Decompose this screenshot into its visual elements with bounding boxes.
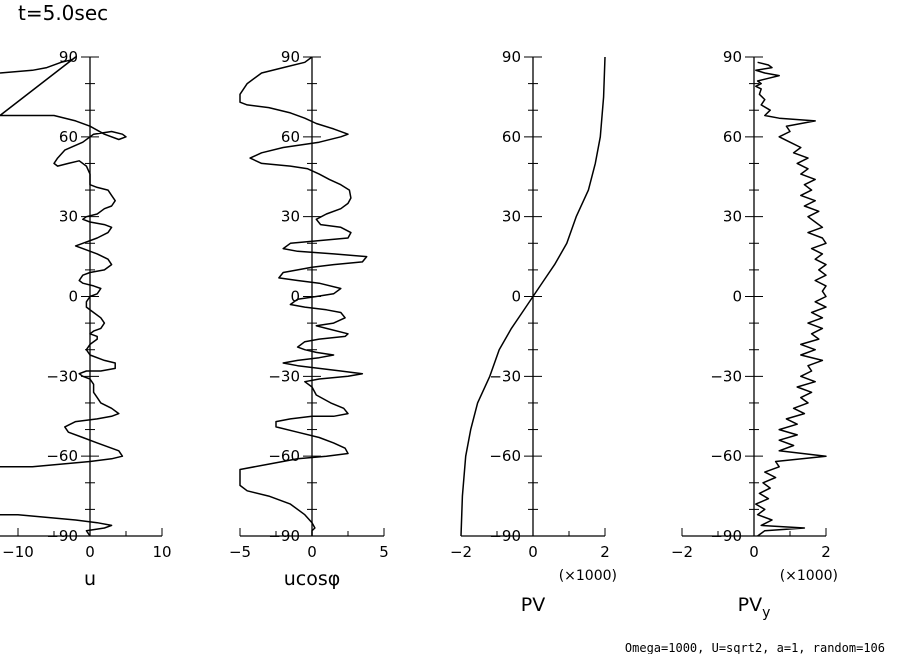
y-tick-label: −30 [268,367,300,385]
x-axis-title: PV [521,594,545,616]
y-tick-label: −90 [710,527,742,545]
y-tick-label: −90 [489,527,521,545]
series-line-1 [0,56,127,537]
y-tick-label: 30 [723,208,742,226]
y-tick-label: −60 [46,447,78,465]
panel-4: −90 −60 −30 0 30 60 90 −2 0 2 (×1000) PVy [671,48,838,621]
y-tick-label: −90 [268,527,300,545]
x-tick-label: −5 [229,543,251,561]
x-tick-label: −2 [671,543,693,561]
panel-2: −90 −60 −30 0 30 60 90 −5 0 5 ucosφ [229,48,389,590]
y-tick-label: −60 [710,447,742,465]
y-tick-label: 90 [502,48,521,66]
y-tick-label: 0 [290,288,300,306]
y-tick-label: 60 [59,128,78,146]
axis-multiplier: (×1000) [780,568,838,584]
x-tick-label: −2 [450,543,472,561]
y-tick-label: 60 [281,128,300,146]
y-tick-label: 30 [281,208,300,226]
axis-multiplier: (×1000) [559,568,617,584]
series-line-1 [239,56,368,536]
x-tick-label: 2 [821,543,831,561]
y-tick-label: 90 [723,48,742,66]
y-tick-label: −30 [46,367,78,385]
series-line-1 [460,56,606,537]
y-tick-label: 60 [502,128,521,146]
y-tick-label: 90 [281,48,300,66]
panel-3: −90 −60 −30 0 30 60 90 −2 0 2 (×1000) PV [450,48,617,616]
x-tick-label: 10 [152,543,171,561]
y-tick-label: 60 [723,128,742,146]
footer-parameters: Omega=1000, U=sqrt2, a=1, random=106 [625,641,885,654]
y-tick-label: 0 [511,288,521,306]
x-tick-label: 0 [528,543,538,561]
time-label: t=5.0sec [18,1,108,25]
x-tick-label: 5 [379,543,389,561]
x-tick-label: 0 [307,543,317,561]
y-tick-label: 30 [59,208,78,226]
y-tick-label: −60 [489,447,521,465]
x-tick-label: 2 [600,543,610,561]
x-axis-title: u [84,568,96,590]
x-axis-title: ucosφ [284,568,341,590]
series-line-1 [755,61,827,537]
y-tick-label: 0 [732,288,742,306]
y-tick-label: −90 [46,527,78,545]
x-axis-title: PVy [738,594,771,621]
y-tick-label: 30 [502,208,521,226]
y-tick-label: −60 [268,447,300,465]
y-tick-label: −30 [489,367,521,385]
x-tick-label: 0 [749,543,759,561]
y-tick-label: 0 [68,288,78,306]
x-tick-label: −10 [2,543,34,561]
y-tick-label: −30 [710,367,742,385]
x-tick-label: 0 [85,543,95,561]
